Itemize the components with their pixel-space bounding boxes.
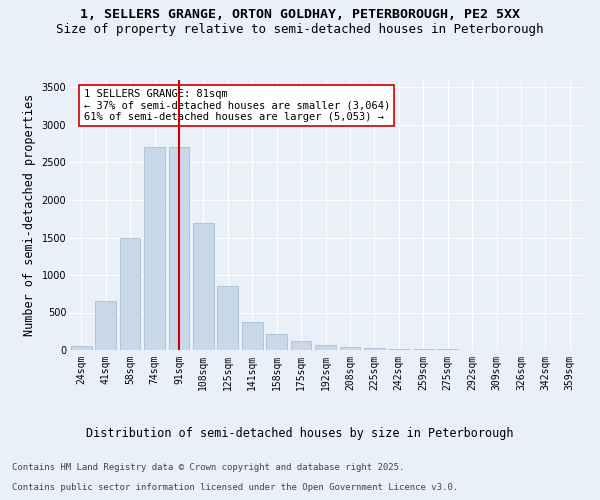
Y-axis label: Number of semi-detached properties: Number of semi-detached properties — [23, 94, 36, 336]
Bar — [290, 340, 311, 350]
Bar — [193, 222, 214, 350]
Bar — [144, 148, 165, 350]
Text: Distribution of semi-detached houses by size in Peterborough: Distribution of semi-detached houses by … — [86, 428, 514, 440]
Bar — [95, 300, 116, 350]
Text: Size of property relative to semi-detached houses in Peterborough: Size of property relative to semi-detach… — [56, 22, 544, 36]
Text: 1, SELLERS GRANGE, ORTON GOLDHAY, PETERBOROUGH, PE2 5XX: 1, SELLERS GRANGE, ORTON GOLDHAY, PETERB… — [80, 8, 520, 20]
Text: Contains HM Land Registry data © Crown copyright and database right 2025.: Contains HM Land Registry data © Crown c… — [12, 464, 404, 472]
Bar — [388, 348, 409, 350]
Bar — [169, 148, 190, 350]
Bar — [217, 286, 238, 350]
Text: 1 SELLERS GRANGE: 81sqm
← 37% of semi-detached houses are smaller (3,064)
61% of: 1 SELLERS GRANGE: 81sqm ← 37% of semi-de… — [83, 89, 390, 122]
Bar — [119, 238, 140, 350]
Bar — [364, 348, 385, 350]
Bar — [315, 345, 336, 350]
Bar — [242, 322, 263, 350]
Bar — [413, 349, 434, 350]
Bar — [340, 346, 361, 350]
Text: Contains public sector information licensed under the Open Government Licence v3: Contains public sector information licen… — [12, 484, 458, 492]
Bar — [266, 334, 287, 350]
Bar — [71, 346, 92, 350]
